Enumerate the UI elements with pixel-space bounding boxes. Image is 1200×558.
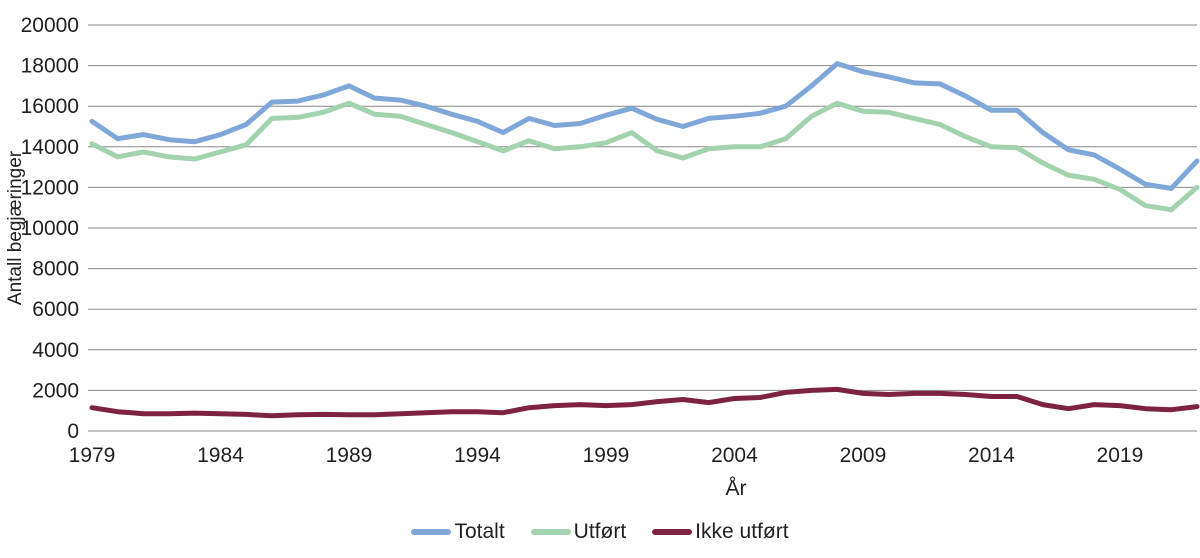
y-tick-label: 2000 bbox=[32, 379, 79, 402]
legend-item-totalt: Totalt bbox=[411, 520, 505, 544]
x-tick-label: 2014 bbox=[968, 444, 1015, 467]
legend-item-ikke-utfort: Ikke utført bbox=[652, 520, 789, 544]
y-tick-label: 10000 bbox=[21, 217, 79, 240]
utfort-line-swatch bbox=[530, 529, 571, 535]
series-line-ikke-utført bbox=[89, 386, 1200, 419]
legend-label-totalt: Totalt bbox=[454, 520, 505, 543]
legend: Totalt Utført Ikke utført bbox=[0, 520, 1200, 544]
series-line-utført bbox=[89, 100, 1200, 213]
y-tick-label: 14000 bbox=[21, 136, 79, 159]
y-tick-label: 8000 bbox=[32, 258, 79, 281]
legend-label-ikke-utfort: Ikke utført bbox=[695, 520, 789, 543]
totalt-line-swatch bbox=[411, 529, 452, 535]
ikke-utfort-line-swatch bbox=[652, 529, 693, 535]
series-line-totalt bbox=[89, 61, 1200, 191]
x-tick-label: 2004 bbox=[711, 444, 758, 467]
x-tick-label: 2019 bbox=[1097, 444, 1144, 467]
x-tick-label: 1979 bbox=[69, 444, 116, 467]
x-axis-title: År bbox=[725, 477, 747, 500]
x-tick-label: 2009 bbox=[840, 444, 887, 467]
x-tick-label: 1989 bbox=[326, 444, 373, 467]
y-tick-label: 16000 bbox=[21, 95, 79, 118]
y-tick-label: 18000 bbox=[21, 55, 79, 78]
x-tick-label: 1994 bbox=[454, 444, 501, 467]
legend-label-utfort: Utført bbox=[573, 520, 627, 543]
x-tick-label: 1999 bbox=[583, 444, 630, 467]
legend-item-utfort: Utført bbox=[530, 520, 627, 544]
y-tick-label: 4000 bbox=[32, 339, 79, 362]
y-axis-title: Antall begjæringer bbox=[5, 150, 26, 306]
y-tick-label: 6000 bbox=[32, 298, 79, 321]
x-tick-label: 1984 bbox=[197, 444, 244, 467]
y-tick-label: 20000 bbox=[21, 14, 79, 37]
y-tick-label: 12000 bbox=[21, 176, 79, 199]
y-tick-label: 0 bbox=[67, 420, 79, 443]
